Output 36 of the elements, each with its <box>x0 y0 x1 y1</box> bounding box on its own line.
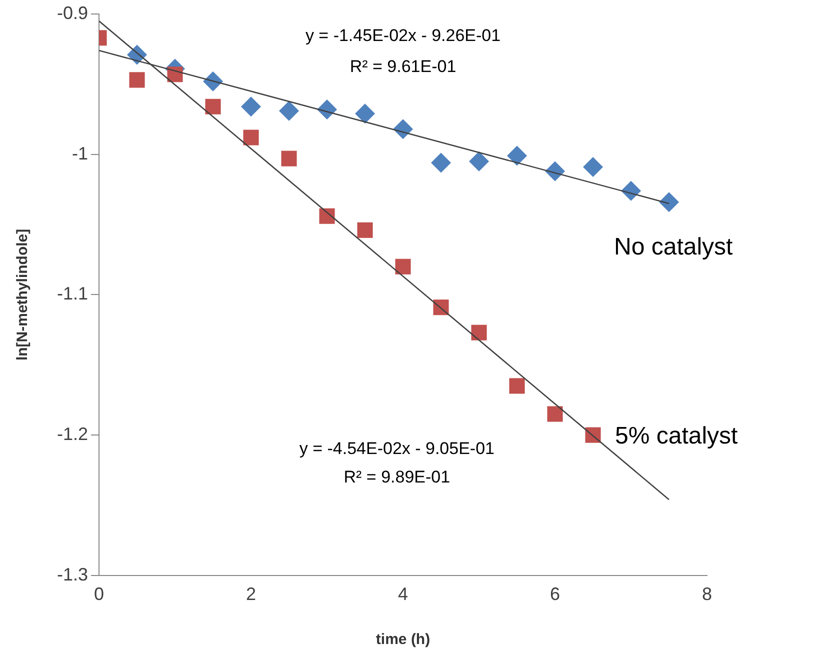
series-label: 5% catalyst <box>615 422 738 450</box>
point <box>431 152 452 173</box>
annotation: R² = 9.89E-01 <box>344 467 450 486</box>
point <box>241 96 262 117</box>
point <box>205 98 221 114</box>
point <box>469 151 490 172</box>
y-tick-label: -1 <box>72 143 88 164</box>
point <box>509 378 525 394</box>
point <box>471 324 487 340</box>
y-tick-label: -1.1 <box>56 284 88 304</box>
point <box>243 130 259 146</box>
y-tick-label: -1.3 <box>56 564 88 584</box>
y-tick-label: -1.2 <box>56 424 88 444</box>
y-axis-title: ln[N-methylindole] <box>14 228 32 361</box>
annotation: y = -4.54E-02x - 9.05E-01 <box>299 438 494 458</box>
point <box>547 406 563 422</box>
point <box>319 208 335 224</box>
point <box>281 150 297 166</box>
point <box>583 156 604 177</box>
x-axis-title: time (h) <box>376 631 430 648</box>
point <box>129 72 145 88</box>
x-tick-label: 2 <box>246 584 256 604</box>
point <box>279 100 300 121</box>
x-tick-label: 4 <box>398 584 408 604</box>
point <box>355 104 376 124</box>
annotation: R² = 9.61E-01 <box>350 57 456 76</box>
annotation: y = -1.45E-02x - 9.26E-01 <box>305 26 501 46</box>
x-tick-label: 8 <box>702 584 712 604</box>
y-tick-label: -0.9 <box>56 2 88 23</box>
point <box>507 146 528 166</box>
point <box>395 258 411 274</box>
series-label: No catalyst <box>614 234 734 261</box>
x-tick-label: 0 <box>94 584 104 604</box>
x-tick-label: 6 <box>550 584 560 604</box>
point <box>357 222 373 238</box>
point <box>659 192 679 212</box>
